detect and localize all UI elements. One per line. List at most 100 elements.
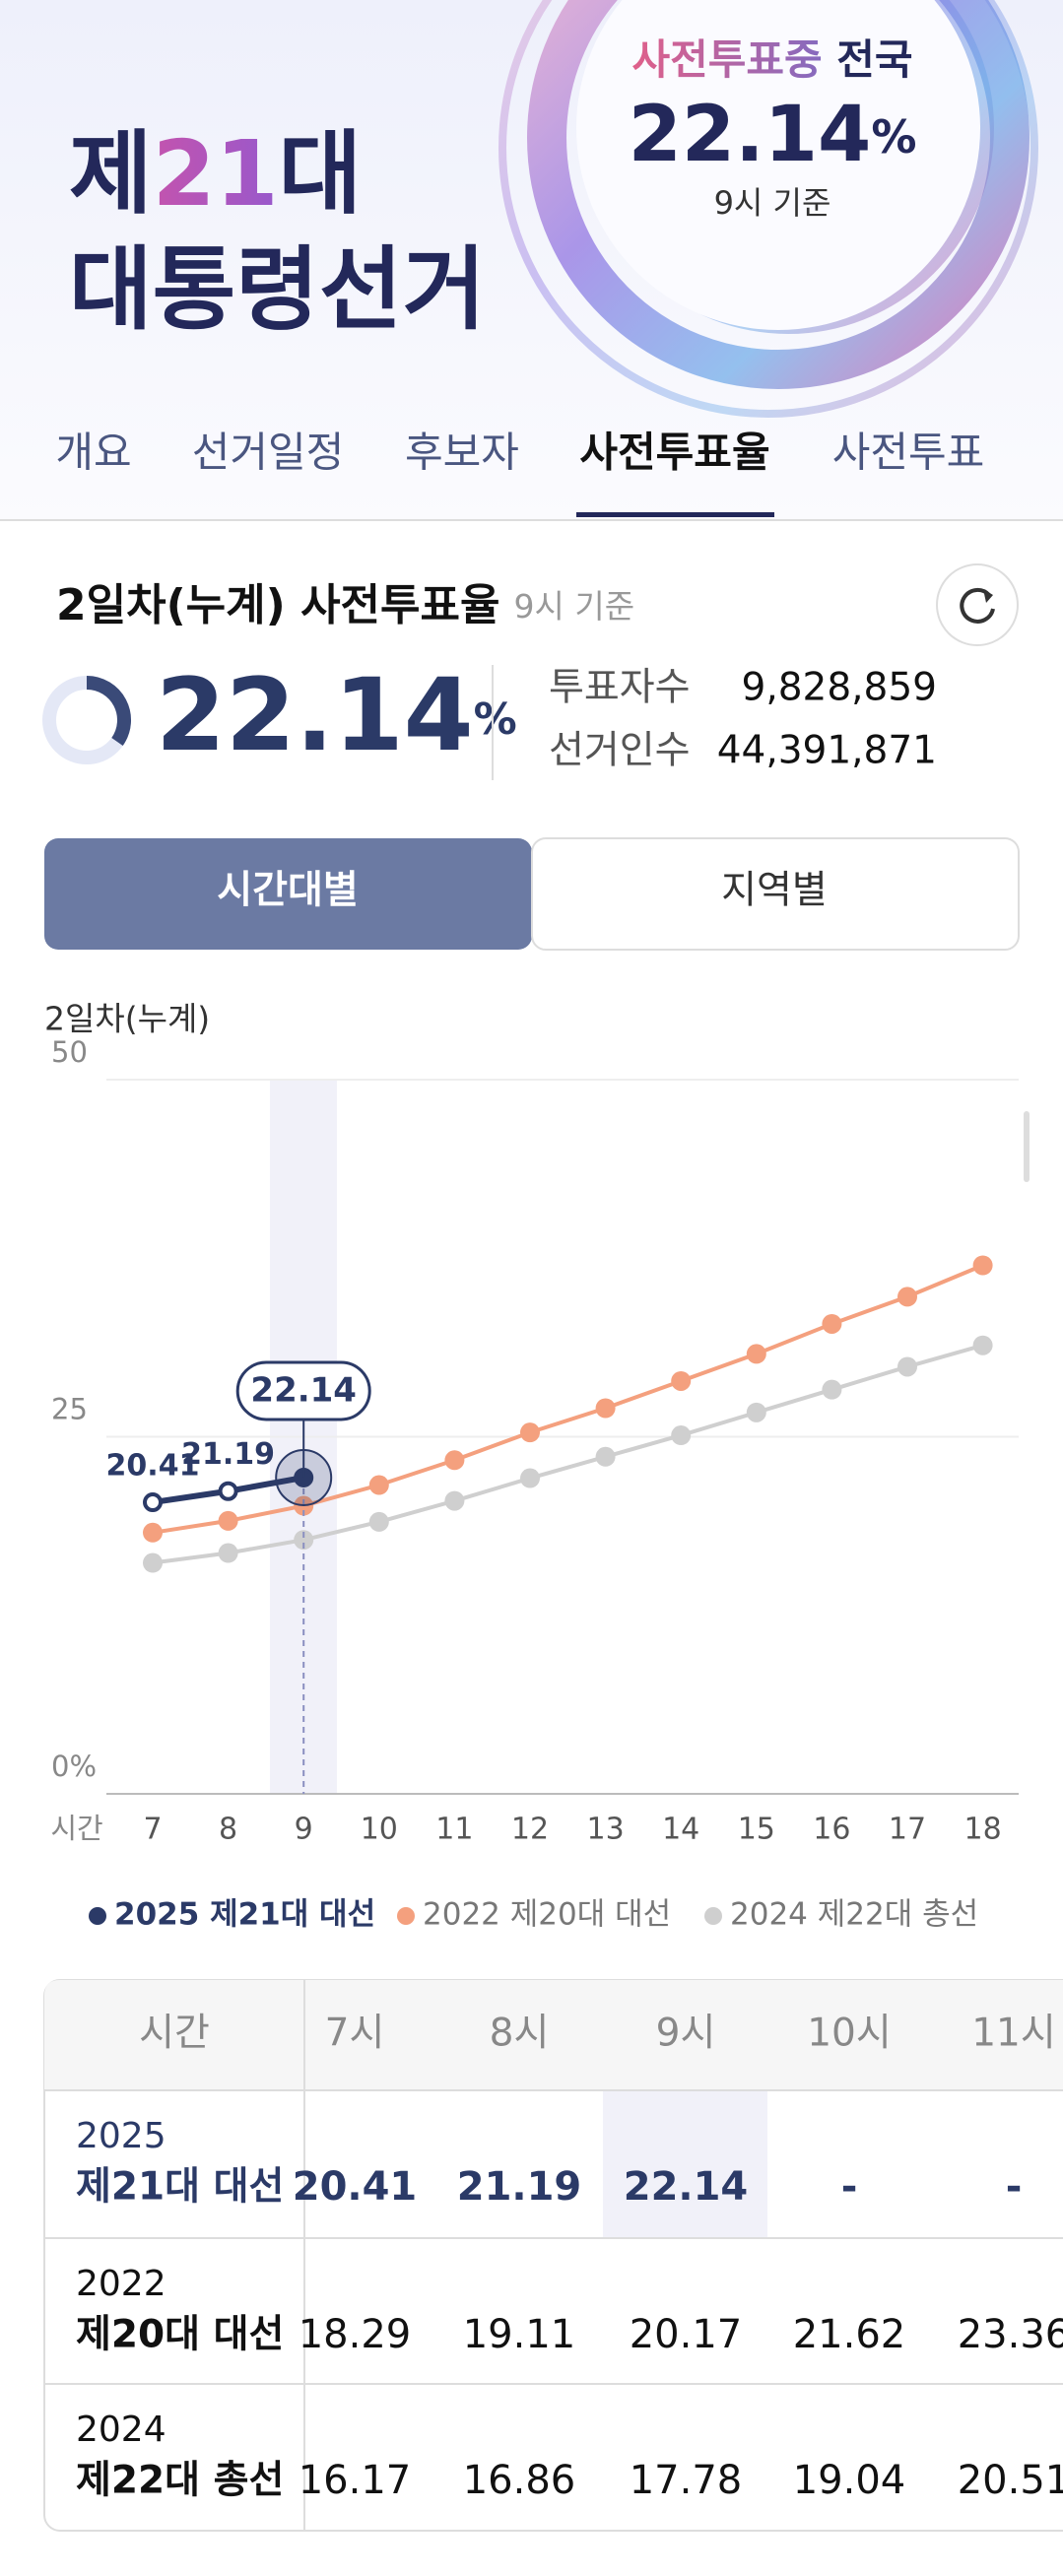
table-cell: 23.36 <box>958 2312 1063 2357</box>
table-cell: 21.62 <box>793 2312 906 2357</box>
point <box>897 1287 917 1307</box>
swirl <box>498 0 1038 418</box>
toggle-region[interactable]: 지역별 <box>531 837 1020 951</box>
tab[interactable]: 사전투표율 <box>579 429 769 477</box>
point <box>595 1398 616 1419</box>
row-name: 제22대 총선 <box>76 2459 284 2503</box>
header-basis: 9시 기준 <box>714 184 831 222</box>
series-line <box>152 1343 984 1565</box>
x-tick-label: 16 <box>813 1813 850 1847</box>
table-header: 10시 <box>807 2012 892 2056</box>
tab[interactable]: 개요 <box>55 429 131 477</box>
point <box>218 1543 238 1563</box>
table-cell: 21.19 <box>457 2164 582 2210</box>
tab[interactable]: 사전투표 <box>832 429 985 477</box>
callout-box <box>235 1360 371 1421</box>
table-header: 7시 <box>325 2012 385 2056</box>
x-tick-label: 17 <box>889 1813 926 1847</box>
tab[interactable]: 후보자 <box>405 429 519 477</box>
point <box>520 1468 540 1488</box>
table-cell: 20.41 <box>293 2164 418 2210</box>
x-tick-label: 8 <box>219 1813 237 1847</box>
point <box>671 1425 692 1446</box>
toggle-label: 지역별 <box>721 869 828 913</box>
table-header: 9시 <box>656 2012 716 2056</box>
status-part: 전국 <box>836 35 912 84</box>
legend: 2025 제21대 대선 2022 제20대 대선 2024 제22대 총선 <box>89 1897 978 1933</box>
tab[interactable]: 선거일정 <box>192 429 345 477</box>
rate-number: 22.14 <box>629 91 872 179</box>
point <box>746 1402 766 1422</box>
legend-dot <box>704 1907 722 1925</box>
point <box>444 1490 465 1511</box>
table: 시간 7시 8시 9시 10시 11시 2025 제21대 대선 20.41 21.19 22.14… <box>43 1979 1063 2532</box>
summary-rate: 22.14% <box>156 657 517 774</box>
title-part: 제 <box>69 121 153 227</box>
electorate-label: 선거인수 <box>549 729 691 773</box>
x-tick-label: 14 <box>662 1813 699 1847</box>
toggle-time[interactable]: 시간대별 <box>44 838 532 950</box>
x-tick-label: 10 <box>361 1813 398 1847</box>
table-cell: 18.29 <box>299 2312 412 2357</box>
table-cell: 16.17 <box>299 2458 412 2503</box>
legend-label: 2025 제21대 대선 <box>114 1897 375 1933</box>
voters-label: 투표자수 <box>549 666 691 710</box>
refresh-button[interactable] <box>936 563 1019 646</box>
row-name: 제21대 대선 <box>76 2165 284 2210</box>
data-label: 22.14 <box>250 1370 357 1410</box>
point <box>520 1422 540 1443</box>
x-tick-label: 11 <box>435 1813 473 1847</box>
point <box>746 1344 766 1364</box>
table-cell: - <box>841 2164 858 2210</box>
point <box>218 1510 238 1531</box>
voters-value: 9,828,859 <box>742 666 938 710</box>
y-tick-label: 25 <box>51 1393 88 1426</box>
table-header: 11시 <box>971 2012 1056 2056</box>
point <box>218 1481 238 1501</box>
rate-unit: % <box>871 110 916 164</box>
table-header: 8시 <box>490 2012 550 2056</box>
table-header: 시간 <box>139 2012 210 2056</box>
table-cell: 19.04 <box>793 2458 906 2503</box>
table-cell: 16.86 <box>463 2458 576 2503</box>
toggle-label: 시간대별 <box>217 869 359 913</box>
table-cell: 20.51 <box>958 2458 1063 2503</box>
rate-unit: % <box>474 694 517 745</box>
summary-title-text: 2일차(누계) 사전투표율 <box>56 580 499 630</box>
header-rate: 22.14% <box>629 91 917 179</box>
tab-bar: 개요 선거일정 후보자 사전투표율 사전투표 <box>55 429 984 477</box>
title-line2: 대통령선거 <box>69 236 486 342</box>
data-label: 20.41 <box>106 1449 200 1484</box>
highlight-cell <box>603 2090 767 2238</box>
point <box>143 1552 163 1573</box>
row-year: 2024 <box>76 2410 166 2450</box>
point <box>368 1475 389 1495</box>
title-part: 21 <box>153 121 279 227</box>
x-axis-label: 시간 <box>50 1812 102 1845</box>
table-cell: 19.11 <box>463 2312 576 2357</box>
row-year: 2022 <box>76 2264 166 2304</box>
table-cell: 22.14 <box>624 2164 749 2210</box>
row-year: 2025 <box>76 2116 166 2156</box>
data-label: 21.19 <box>181 1437 275 1472</box>
point <box>368 1511 389 1532</box>
point <box>143 1522 163 1543</box>
table-cell: 20.17 <box>630 2312 743 2357</box>
y-tick-label: 0% <box>51 1750 97 1783</box>
summary-title: 2일차(누계) 사전투표율 9시 기준 <box>56 580 634 630</box>
table-header-bg <box>44 1980 1063 2090</box>
x-tick-label: 15 <box>738 1813 775 1847</box>
x-tick-label: 9 <box>295 1813 313 1847</box>
electorate-value: 44,391,871 <box>717 729 937 773</box>
status-part: 사전투표중 <box>631 35 822 84</box>
series-line <box>152 1263 984 1535</box>
legend-dot <box>89 1907 106 1925</box>
tab-underline <box>576 512 774 517</box>
legend-label: 2024 제22대 총선 <box>730 1897 978 1933</box>
row-name: 제20대 대선 <box>76 2313 284 2357</box>
x-tick-label: 18 <box>964 1813 1002 1847</box>
point <box>822 1379 842 1400</box>
point <box>897 1356 917 1377</box>
chart-title: 2일차(누계) <box>44 1000 210 1038</box>
